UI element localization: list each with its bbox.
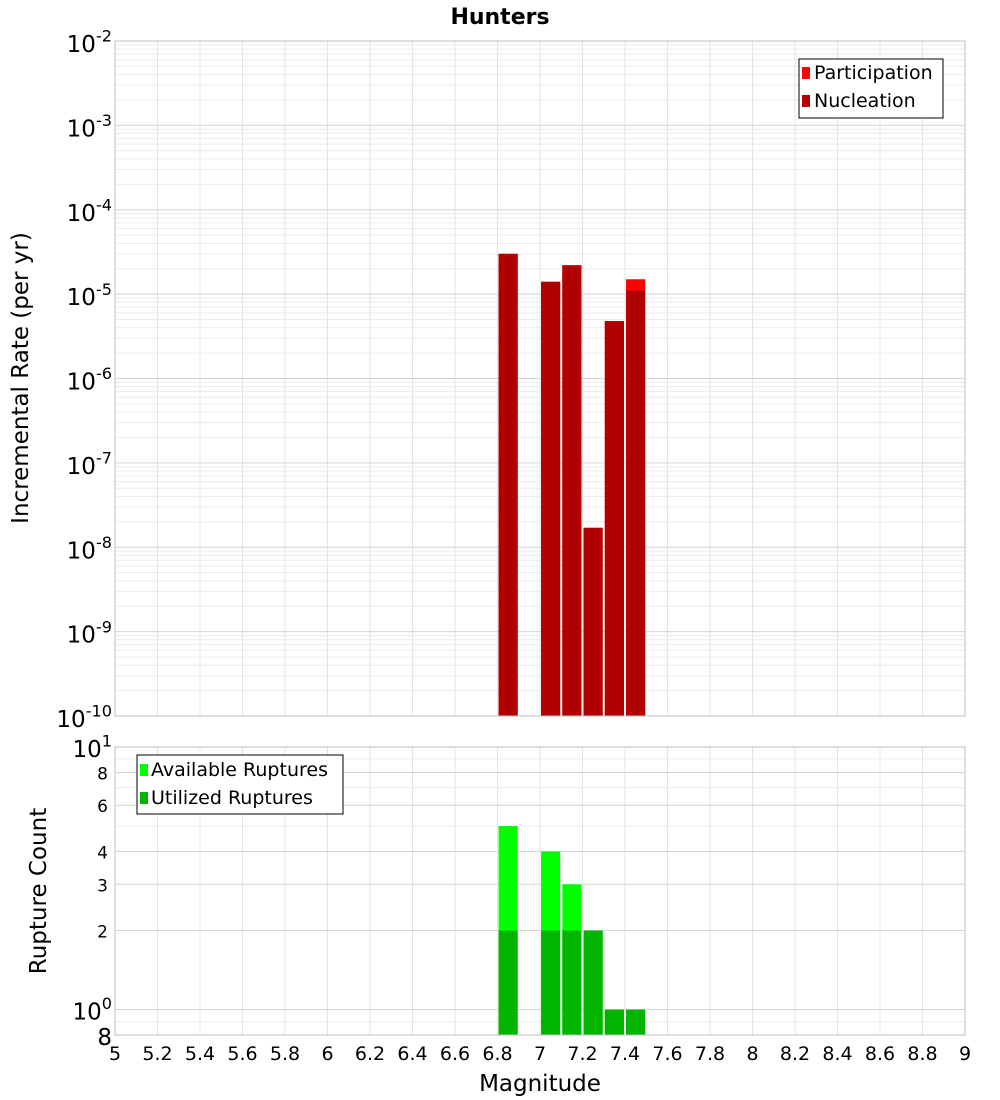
x-tick-label: 8.6 (865, 1043, 895, 1065)
x-tick-label: 6.2 (355, 1043, 385, 1065)
top-plot-border (114, 40, 966, 717)
x-tick-label: 6.6 (440, 1043, 470, 1065)
x-tick-label: 7.2 (567, 1043, 597, 1065)
bottom-y-tick-label: 100 (72, 994, 112, 1025)
legend-entry-label: Available Ruptures (151, 759, 328, 781)
x-tick-label: 5.8 (270, 1043, 300, 1065)
x-tick-label: 8.2 (780, 1043, 810, 1065)
legend-swatch (140, 764, 148, 776)
utilized-ruptures-bar (498, 930, 518, 1035)
x-tick-label: 7.6 (652, 1043, 682, 1065)
nucleation-bar (626, 290, 646, 716)
bottom-y-tick-label: 6 (97, 797, 108, 817)
legend-swatch (802, 67, 810, 79)
legend-swatch (802, 95, 810, 107)
bottom-plot-border (114, 746, 966, 1036)
x-tick-label: 5 (109, 1043, 121, 1065)
top-y-tick-label: 10-5 (67, 280, 112, 311)
utilized-ruptures-bar (562, 930, 582, 1035)
nucleation-bar (583, 527, 603, 716)
x-tick-label: 7.8 (695, 1043, 725, 1065)
x-tick-label: 5.6 (227, 1043, 257, 1065)
legend-entry-label: Participation (814, 62, 933, 84)
top-y-axis-label: Incremental Rate (per yr) (8, 232, 34, 524)
x-tick-label: 6 (321, 1043, 333, 1065)
top-y-tick-label: 10-6 (67, 364, 112, 395)
legend-entry-label: Utilized Ruptures (151, 787, 313, 809)
x-tick-label: 5.4 (185, 1043, 215, 1065)
utilized-ruptures-bar (626, 1009, 646, 1035)
x-tick-label: 8.8 (907, 1043, 937, 1065)
nucleation-bar (498, 253, 518, 716)
top-y-tick-label: 10-10 (56, 702, 112, 733)
x-tick-label: 5.2 (142, 1043, 172, 1065)
x-tick-label: 8.4 (822, 1043, 852, 1065)
legend-entry-label: Nucleation (814, 90, 916, 112)
nucleation-bar (604, 321, 624, 716)
x-tick-label: 6.8 (482, 1043, 512, 1065)
bottom-y-tick-label: 4 (97, 843, 108, 863)
top-legend-box (798, 58, 944, 119)
nucleation-bar (562, 265, 582, 716)
bottom-legend: Available Ruptures Utilized Ruptures (136, 754, 344, 815)
top-y-tick-label: 10-7 (67, 449, 112, 480)
x-tick-label: 6.4 (397, 1043, 427, 1065)
top-y-tick-label: 10-4 (67, 195, 112, 226)
bottom-y-axis-label: Rupture Count (26, 808, 52, 974)
x-tick-label: 8 (746, 1043, 758, 1065)
nucleation-bar (541, 281, 561, 716)
bottom-y-tick-label: 101 (72, 732, 112, 763)
top-y-tick-label: 10-3 (67, 111, 112, 142)
x-axis-label: Magnitude (479, 1071, 601, 1097)
top-y-tick-label: 10-9 (67, 617, 112, 648)
utilized-ruptures-bar (583, 930, 603, 1035)
bottom-y-tick-label: 8 (97, 1025, 112, 1051)
x-tick-label: 7.4 (610, 1043, 640, 1065)
utilized-ruptures-bar (604, 1009, 624, 1035)
chart-title: Hunters (450, 5, 549, 30)
top-legend: Participation Nucleation (798, 58, 944, 119)
top-y-tick-label: 10-2 (67, 27, 112, 58)
utilized-ruptures-bar (541, 930, 561, 1035)
top-plot-area (114, 40, 966, 717)
bottom-y-tick-label: 3 (97, 876, 108, 896)
legend-swatch (140, 792, 148, 804)
x-tick-label: 7 (534, 1043, 546, 1065)
x-tick-label: 9 (959, 1043, 971, 1065)
bottom-y-tick-label: 2 (97, 923, 108, 943)
top-y-tick-label: 10-8 (67, 533, 112, 564)
bottom-legend-box (136, 754, 344, 815)
bottom-y-tick-label: 8 (97, 764, 108, 784)
